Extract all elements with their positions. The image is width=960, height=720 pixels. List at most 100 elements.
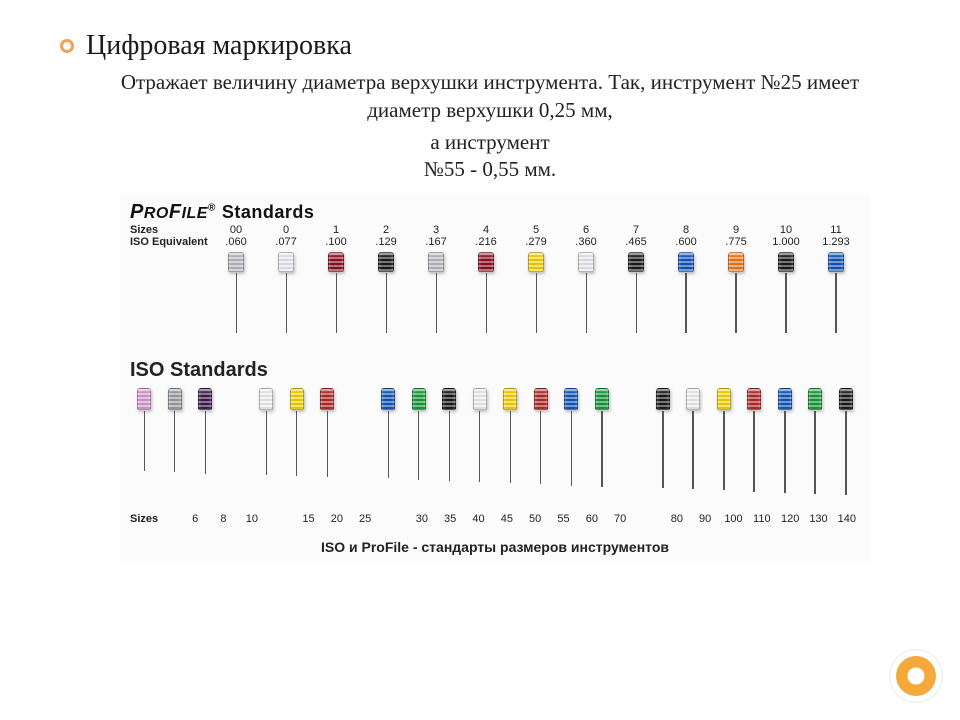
instrument-handle [656, 388, 670, 410]
profile-iso-value: .077 [262, 236, 310, 248]
instrument-handle [578, 252, 594, 272]
profile-size-value: 4 [462, 224, 510, 236]
instrument-handle [228, 252, 244, 272]
paragraph-2b: №55 - 0,55 мм. [424, 157, 556, 181]
profile-size-value: 3 [412, 224, 460, 236]
instrument-handle [381, 388, 395, 410]
profile-iso-value: .465 [612, 236, 660, 248]
instrument-handle [290, 388, 304, 410]
profile-instrument [412, 252, 460, 333]
instrument-shaft [510, 411, 511, 483]
iso-size-value: 40 [465, 513, 491, 525]
iso-size-value: 35 [437, 513, 463, 525]
iso-size-value: 6 [182, 513, 208, 525]
profile-instrument [562, 252, 610, 333]
instrument-shaft [835, 273, 837, 333]
instrument-shaft [536, 273, 537, 333]
profile-size-value: 6 [562, 224, 610, 236]
profile-instrument [612, 252, 660, 333]
instrument-shaft [436, 273, 437, 333]
instrument-shaft [685, 273, 687, 333]
profile-instrument [712, 252, 760, 333]
iso-size-value: 55 [550, 513, 576, 525]
iso-instrument [496, 388, 525, 483]
instrument-handle [564, 388, 578, 410]
iso-instrument [130, 388, 159, 471]
profile-size-value: 2 [362, 224, 410, 236]
instrument-handle [747, 388, 761, 410]
instrument-shaft [449, 411, 450, 481]
iso-instrument [649, 388, 678, 488]
iso-instrument [191, 388, 220, 473]
instrument-shaft [327, 411, 328, 477]
profile-tools [130, 252, 860, 333]
instrument-handle [678, 252, 694, 272]
iso-size-value: 70 [607, 513, 633, 525]
profile-size-value: 9 [712, 224, 760, 236]
instrument-shaft [753, 411, 755, 491]
iso-instrument [405, 388, 434, 479]
iso-size-value: 90 [692, 513, 718, 525]
instrument-handle [378, 252, 394, 272]
profile-instrument [812, 252, 860, 333]
instrument-shaft [571, 411, 572, 485]
iso-instrument [283, 388, 312, 476]
profile-instrument [662, 252, 710, 333]
instrument-handle [442, 388, 456, 410]
iso-instrument [771, 388, 800, 493]
instrument-shaft [486, 273, 487, 333]
profile-instrument [512, 252, 560, 333]
profile-iso-value: 1.000 [762, 236, 810, 248]
instrument-shaft [479, 411, 480, 482]
iso-instrument [527, 388, 556, 484]
instrument-handle [595, 388, 609, 410]
instrument-handle [412, 388, 426, 410]
instrument-shaft [540, 411, 541, 484]
instrument-handle [428, 252, 444, 272]
paragraph-2a: а инструмент [430, 130, 549, 154]
instrument-handle [198, 388, 212, 410]
instrument-handle [137, 388, 151, 410]
instrument-handle [168, 388, 182, 410]
instrument-handle [534, 388, 548, 410]
instrument-handle [320, 388, 334, 410]
profile-isoeq-label: ISO Equivalent [130, 236, 210, 248]
profile-size-value: 00 [212, 224, 260, 236]
profile-size-value: 8 [662, 224, 710, 236]
profile-iso-row: ISO Equivalent.060.077.100.129.167.216.2… [130, 236, 860, 248]
instrument-handle [278, 252, 294, 272]
instrument-handle [628, 252, 644, 272]
iso-instrument [313, 388, 342, 477]
iso-size-value: 140 [834, 513, 860, 525]
iso-instrument [588, 388, 617, 487]
profile-size-value: 1 [312, 224, 360, 236]
iso-size-value: 20 [324, 513, 350, 525]
instrument-shaft [785, 273, 787, 333]
iso-instrument [466, 388, 495, 482]
instrument-handle [778, 252, 794, 272]
profile-instrument [312, 252, 360, 333]
title-row: Цифровая маркировка [60, 30, 920, 62]
instrument-handle [686, 388, 700, 410]
instrument-shaft [266, 411, 267, 475]
profile-instrument [362, 252, 410, 333]
iso-size-value: 50 [522, 513, 548, 525]
iso-size-value: 130 [805, 513, 831, 525]
instrument-handle [503, 388, 517, 410]
instrument-shaft [586, 273, 587, 333]
instrument-shaft [814, 411, 816, 494]
profile-instrument [462, 252, 510, 333]
profile-iso-value: .775 [712, 236, 760, 248]
instrument-shaft [845, 411, 847, 495]
instrument-shaft [723, 411, 725, 490]
accent-circle-icon [890, 650, 942, 702]
instrument-handle [259, 388, 273, 410]
profile-iso-value: .100 [312, 236, 360, 248]
figure-caption: ISO и ProFile - стандарты размеров инстр… [130, 539, 860, 555]
profile-iso-value: 1.293 [812, 236, 860, 248]
instrument-shaft [205, 411, 206, 473]
iso-instrument [435, 388, 464, 481]
instrument-shaft [174, 411, 175, 472]
profile-iso-value: .360 [562, 236, 610, 248]
figure: PROFILE® Standards Sizes0001234567891011… [120, 195, 870, 561]
